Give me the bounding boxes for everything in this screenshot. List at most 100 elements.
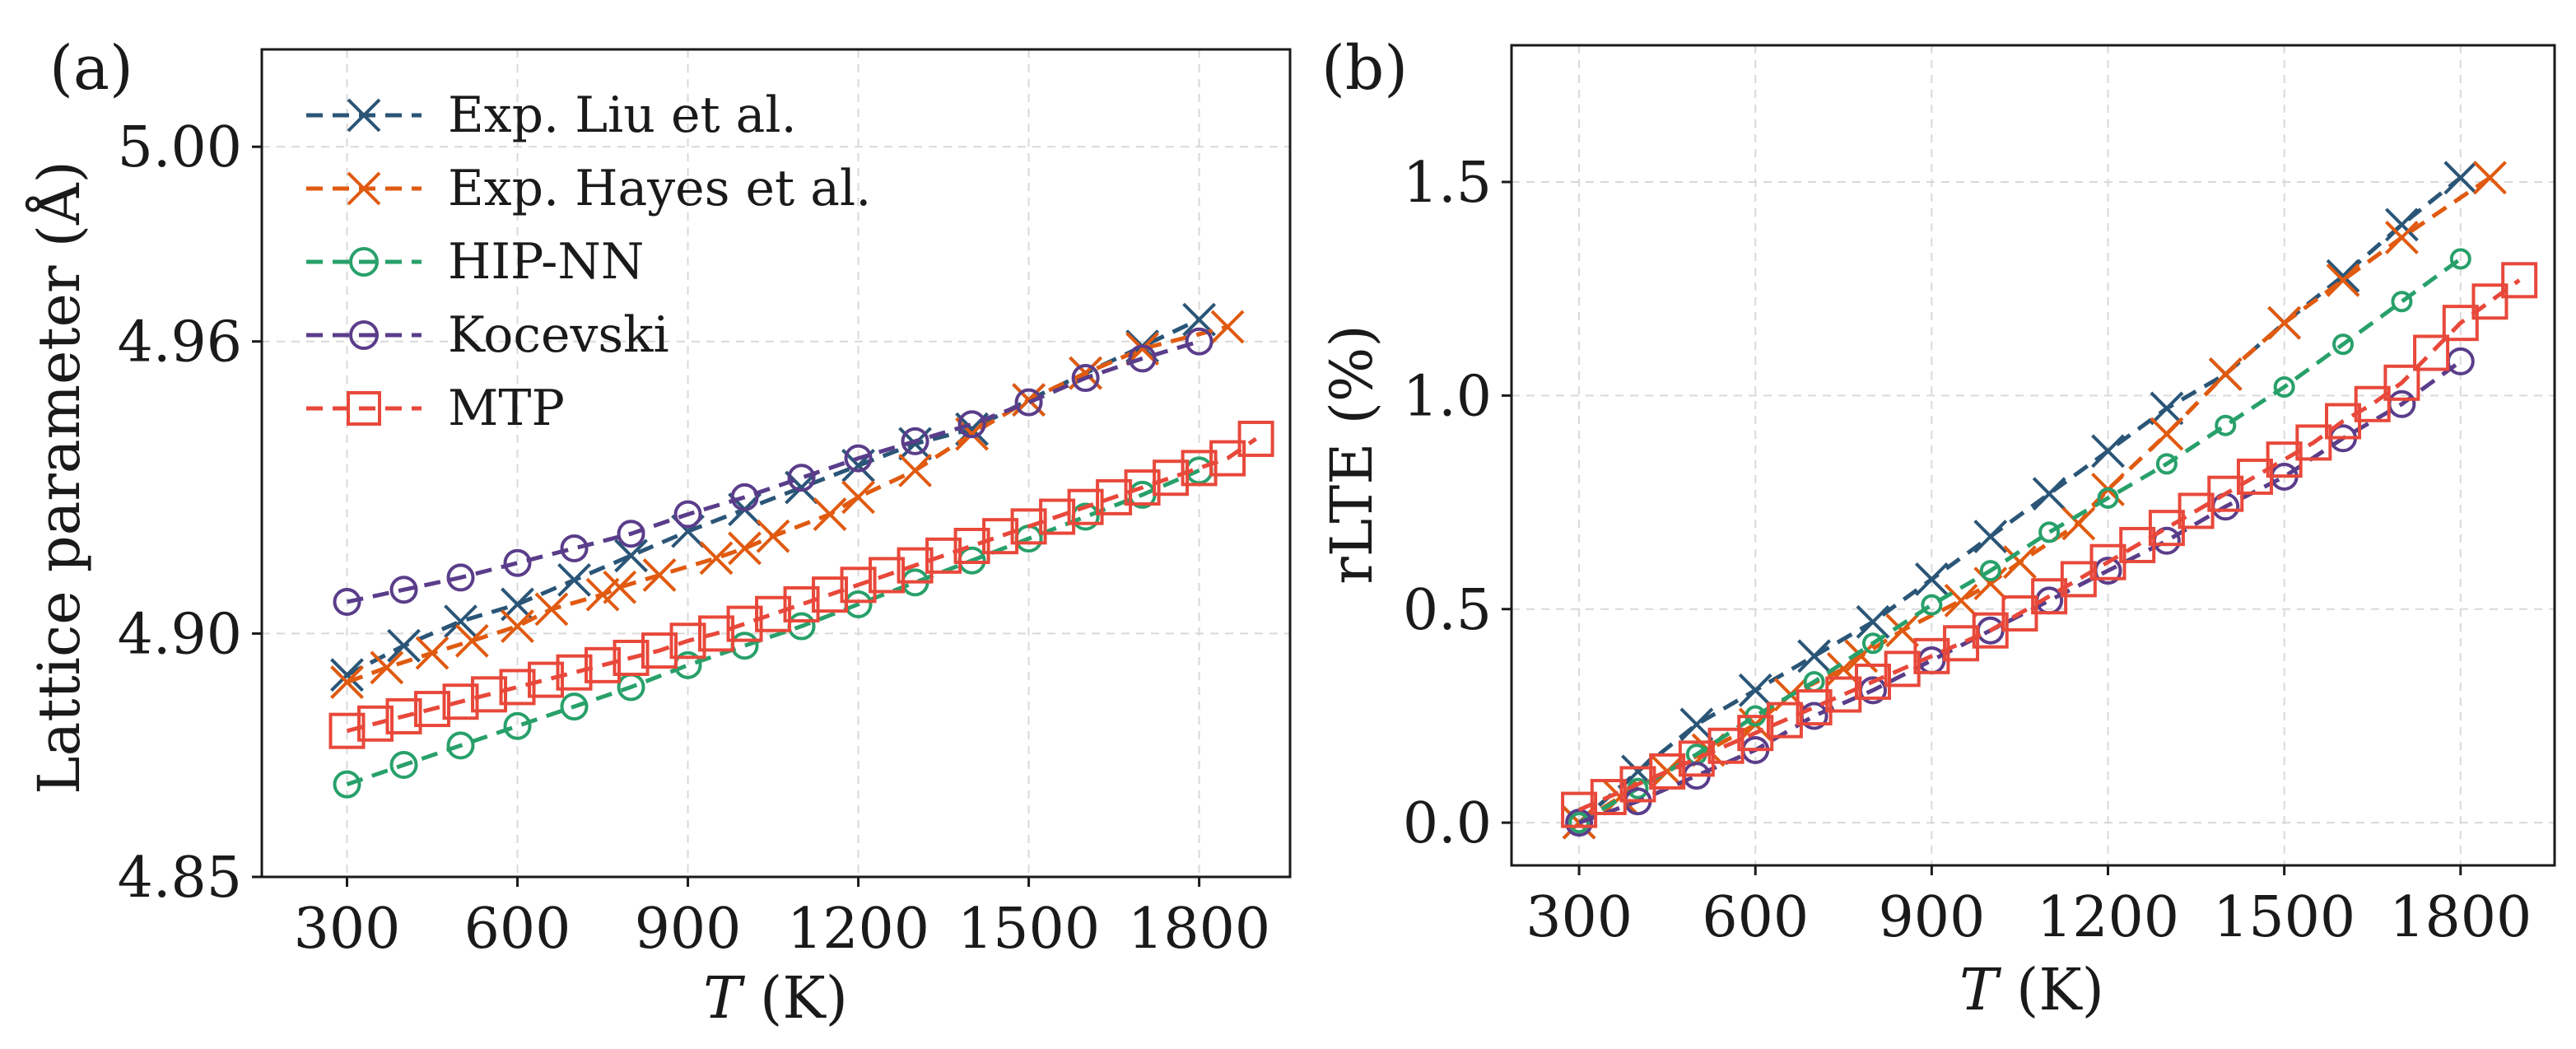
data-point [2150, 391, 2184, 426]
series-exp-hayes-et-al [1562, 161, 2507, 840]
data-point [669, 622, 706, 660]
data-point [446, 563, 475, 592]
y-tick-label: 0.5 [1403, 578, 1492, 643]
data-point [1014, 388, 1043, 417]
legend-entry-exp-liu-et-al: Exp. Liu et al. [306, 86, 797, 144]
data-point [2273, 376, 2295, 398]
data-point [414, 691, 451, 728]
data-point [1914, 562, 1949, 596]
panel-a-x-unit: (K) [742, 964, 848, 1032]
data-point [1568, 812, 1591, 834]
data-point [2155, 453, 2178, 475]
data-point [844, 444, 873, 473]
data-point [1921, 594, 1943, 616]
series-line-kocevski [346, 339, 1200, 604]
y-tick-label: 4.90 [118, 602, 242, 667]
data-point [1738, 673, 1772, 707]
data-point [1649, 753, 1686, 790]
y-tick-label: 4.96 [118, 310, 242, 375]
panel-b-x-unit: (K) [1998, 956, 2104, 1023]
data-point [442, 683, 479, 720]
data-point [613, 639, 650, 676]
series-line-mtp [346, 436, 1258, 734]
data-point [1854, 663, 1891, 700]
data-point [328, 712, 366, 749]
data-point [614, 538, 648, 573]
legend-marker [347, 98, 381, 133]
data-point [2038, 521, 2061, 543]
y-tick-label: 4.85 [118, 846, 242, 911]
data-point [840, 566, 877, 604]
data-point [2391, 291, 2413, 313]
data-point [2032, 477, 2066, 511]
data-point [2003, 545, 2037, 580]
data-point [503, 548, 532, 577]
legend-marker [349, 247, 379, 277]
data-point [415, 636, 450, 670]
data-point [957, 410, 986, 439]
data-point [698, 615, 735, 652]
data-point [1856, 604, 1890, 639]
data-point [1125, 332, 1160, 366]
legend-label: HIP-NN [448, 233, 644, 291]
legend-entry-kocevski: Kocevski [306, 306, 669, 364]
data-point [1209, 440, 1246, 477]
data-point [673, 500, 702, 529]
x-tick-label: 1200 [787, 897, 929, 962]
panel-b-label: (b) [1321, 33, 1408, 104]
data-point [1067, 488, 1104, 525]
data-point [471, 676, 508, 713]
series-line-exp-liu-et-al [1577, 175, 2462, 825]
data-point [617, 520, 645, 548]
data-point [2295, 424, 2332, 461]
data-point [1884, 650, 1921, 688]
data-point [2384, 207, 2419, 242]
data-point [503, 711, 532, 740]
data-point [1678, 740, 1715, 777]
legend-marker [347, 391, 381, 426]
data-point [726, 605, 763, 642]
panel-b: (b) 300 600 900 1200 1500 1800 0.0 0.5 1.0 1.5 T… [1318, 33, 2556, 1023]
series-line-exp-liu-et-al [346, 317, 1200, 677]
data-point [1973, 520, 2008, 553]
series-exp-liu-et-al [1562, 161, 2478, 840]
data-point [2473, 161, 2507, 195]
data-point [1153, 459, 1190, 497]
data-point [755, 595, 792, 632]
data-point [2208, 357, 2243, 391]
data-point [389, 751, 418, 780]
x-tick-label: 300 [294, 897, 401, 962]
data-point [783, 585, 820, 622]
legend-marker [347, 171, 381, 206]
data-point [501, 609, 534, 643]
data-point [2354, 385, 2391, 422]
data-point [699, 541, 734, 576]
series-mtp [1561, 262, 2538, 828]
x-tick-label: 600 [464, 897, 571, 962]
data-point [897, 547, 934, 584]
data-point [330, 665, 364, 699]
data-point [955, 417, 989, 451]
data-point [812, 576, 849, 613]
data-point [1124, 469, 1161, 506]
data-point [2150, 417, 2184, 451]
data-point [982, 518, 1019, 555]
data-point [2443, 161, 2478, 195]
panel-a-frame [260, 48, 1292, 879]
data-point [1913, 637, 1950, 674]
panel-b-series [1561, 161, 2538, 840]
data-point [901, 427, 929, 455]
data-point [1943, 625, 1980, 662]
legend-entry-mtp: MTP [306, 380, 565, 437]
data-point [1796, 689, 1833, 726]
data-point [1797, 639, 1832, 674]
panel-a-y-ticks: 4.85 4.90 4.96 5.00 [118, 115, 262, 911]
data-point [756, 519, 790, 553]
panel-b-x-axis-title: T (K) [1959, 956, 2104, 1023]
x-tick-label: 1800 [1128, 897, 1270, 962]
panel-a-x-var: T [703, 964, 745, 1032]
panel-a-x-ticks: 300 600 900 1200 1500 1800 [294, 877, 1270, 962]
data-point [330, 658, 364, 692]
data-point [1185, 327, 1213, 356]
